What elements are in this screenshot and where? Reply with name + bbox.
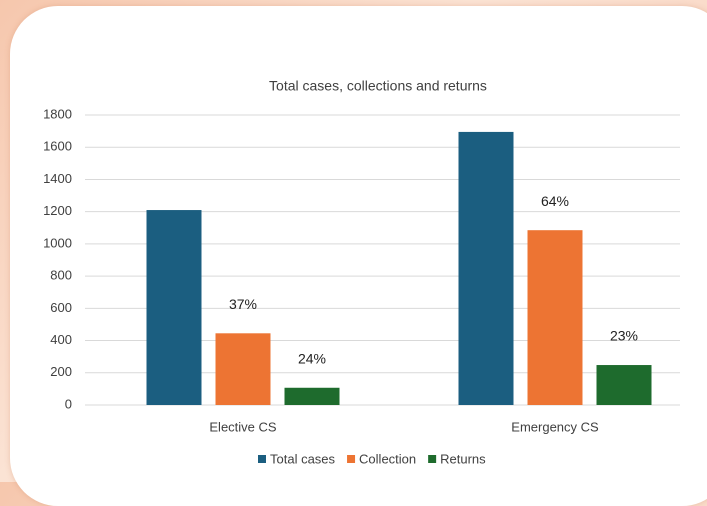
data-label: 37% — [229, 296, 257, 312]
legend-label: Total cases — [270, 451, 336, 466]
data-label: 64% — [541, 193, 569, 209]
legend-label: Collection — [359, 451, 416, 466]
chart: Total cases, collections and returns 0 20… — [43, 78, 680, 466]
y-tick-label: 800 — [50, 268, 72, 283]
bar — [596, 365, 652, 405]
y-tick-label: 200 — [50, 364, 72, 379]
page: {"chart_data": {"type": "bar", "title": … — [0, 0, 707, 482]
y-tick-label: 0 — [65, 396, 72, 411]
y-tick-label: 1200 — [43, 203, 72, 218]
chart-title: Total cases, collections and returns — [269, 78, 487, 94]
data-label: 23% — [610, 328, 638, 344]
legend-swatch — [258, 455, 266, 463]
x-tick-label: Emergency CS — [511, 419, 599, 434]
bar — [458, 131, 514, 405]
y-tick-label: 1800 — [43, 106, 72, 121]
data-label: 24% — [298, 350, 326, 366]
legend-swatch — [347, 455, 356, 463]
y-tick-label: 600 — [50, 300, 72, 315]
y-tick-label: 1000 — [43, 235, 72, 250]
y-tick-label: 1600 — [43, 139, 72, 154]
bar — [215, 333, 271, 405]
bar — [284, 387, 340, 405]
card — [10, 6, 707, 506]
legend-swatch — [428, 455, 437, 463]
bar — [527, 230, 583, 405]
y-tick-label: 1400 — [43, 171, 72, 186]
bar — [146, 210, 202, 405]
legend-label: Returns — [440, 451, 486, 466]
y-tick-label: 400 — [50, 332, 72, 347]
x-tick-label: Elective CS — [209, 419, 277, 434]
